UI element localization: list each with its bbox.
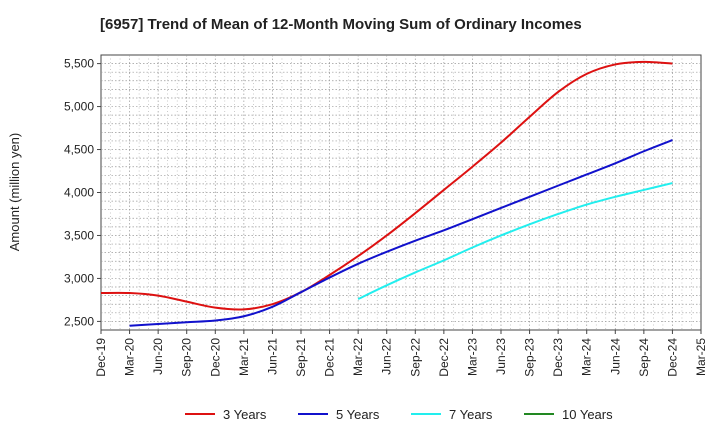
x-tick-label: Mar-20 bbox=[123, 338, 137, 376]
x-axis-ticks: Dec-19 Mar-20 Jun-20 Sep-20 Dec-20 Mar-21 Jun-… bbox=[94, 330, 708, 377]
x-tick-label: Mar-22 bbox=[351, 338, 365, 376]
x-tick-label: Dec-23 bbox=[551, 338, 565, 377]
x-tick-label: Mar-24 bbox=[580, 338, 594, 376]
x-tick-label: Dec-24 bbox=[665, 338, 679, 377]
x-tick-label: Sep-20 bbox=[180, 338, 194, 377]
x-tick-label: Dec-22 bbox=[437, 338, 451, 377]
legend-label-3-years: 3 Years bbox=[223, 407, 267, 422]
plot-area bbox=[100, 54, 702, 331]
x-tick-label: Jun-23 bbox=[494, 338, 508, 375]
y-tick-label: 4,000 bbox=[64, 186, 94, 200]
x-tick-label: Jun-21 bbox=[265, 338, 279, 375]
x-tick-label: Sep-21 bbox=[294, 338, 308, 377]
x-tick-label: Mar-21 bbox=[237, 338, 251, 376]
y-axis-ticks: 2,500 3,000 3,500 4,000 4,500 5,000 5,500 bbox=[64, 57, 101, 328]
x-tick-label: Jun-24 bbox=[608, 338, 622, 375]
x-tick-label: Mar-23 bbox=[465, 338, 479, 376]
legend-label-10-years: 10 Years bbox=[562, 407, 613, 422]
x-tick-label: Mar-25 bbox=[694, 338, 708, 376]
legend-label-7-years: 7 Years bbox=[449, 407, 493, 422]
y-tick-label: 5,500 bbox=[64, 57, 94, 71]
y-tick-label: 3,000 bbox=[64, 271, 94, 285]
y-tick-label: 2,500 bbox=[64, 314, 94, 328]
grid-lines bbox=[101, 55, 701, 330]
legend: 3 Years 5 Years 7 Years 10 Years bbox=[185, 407, 613, 422]
x-tick-label: Sep-23 bbox=[523, 338, 537, 377]
series-lines bbox=[100, 60, 673, 327]
y-tick-label: 3,500 bbox=[64, 228, 94, 242]
x-tick-label: Sep-22 bbox=[408, 338, 422, 377]
legend-label-5-years: 5 Years bbox=[336, 407, 380, 422]
y-axis-label: Amount (million yen) bbox=[7, 133, 22, 252]
x-tick-label: Sep-24 bbox=[637, 338, 651, 377]
series-line-5-years bbox=[129, 139, 673, 327]
x-tick-label: Jun-20 bbox=[151, 338, 165, 375]
x-tick-label: Dec-19 bbox=[94, 338, 108, 377]
series-line-7-years bbox=[357, 182, 673, 300]
x-tick-label: Dec-20 bbox=[208, 338, 222, 377]
chart-title: [6957] Trend of Mean of 12-Month Moving … bbox=[100, 16, 582, 33]
series-line-3-years bbox=[100, 60, 673, 311]
x-tick-label: Dec-21 bbox=[323, 338, 337, 377]
x-tick-label: Jun-22 bbox=[380, 338, 394, 375]
y-tick-label: 5,000 bbox=[64, 100, 94, 114]
y-tick-label: 4,500 bbox=[64, 143, 94, 157]
